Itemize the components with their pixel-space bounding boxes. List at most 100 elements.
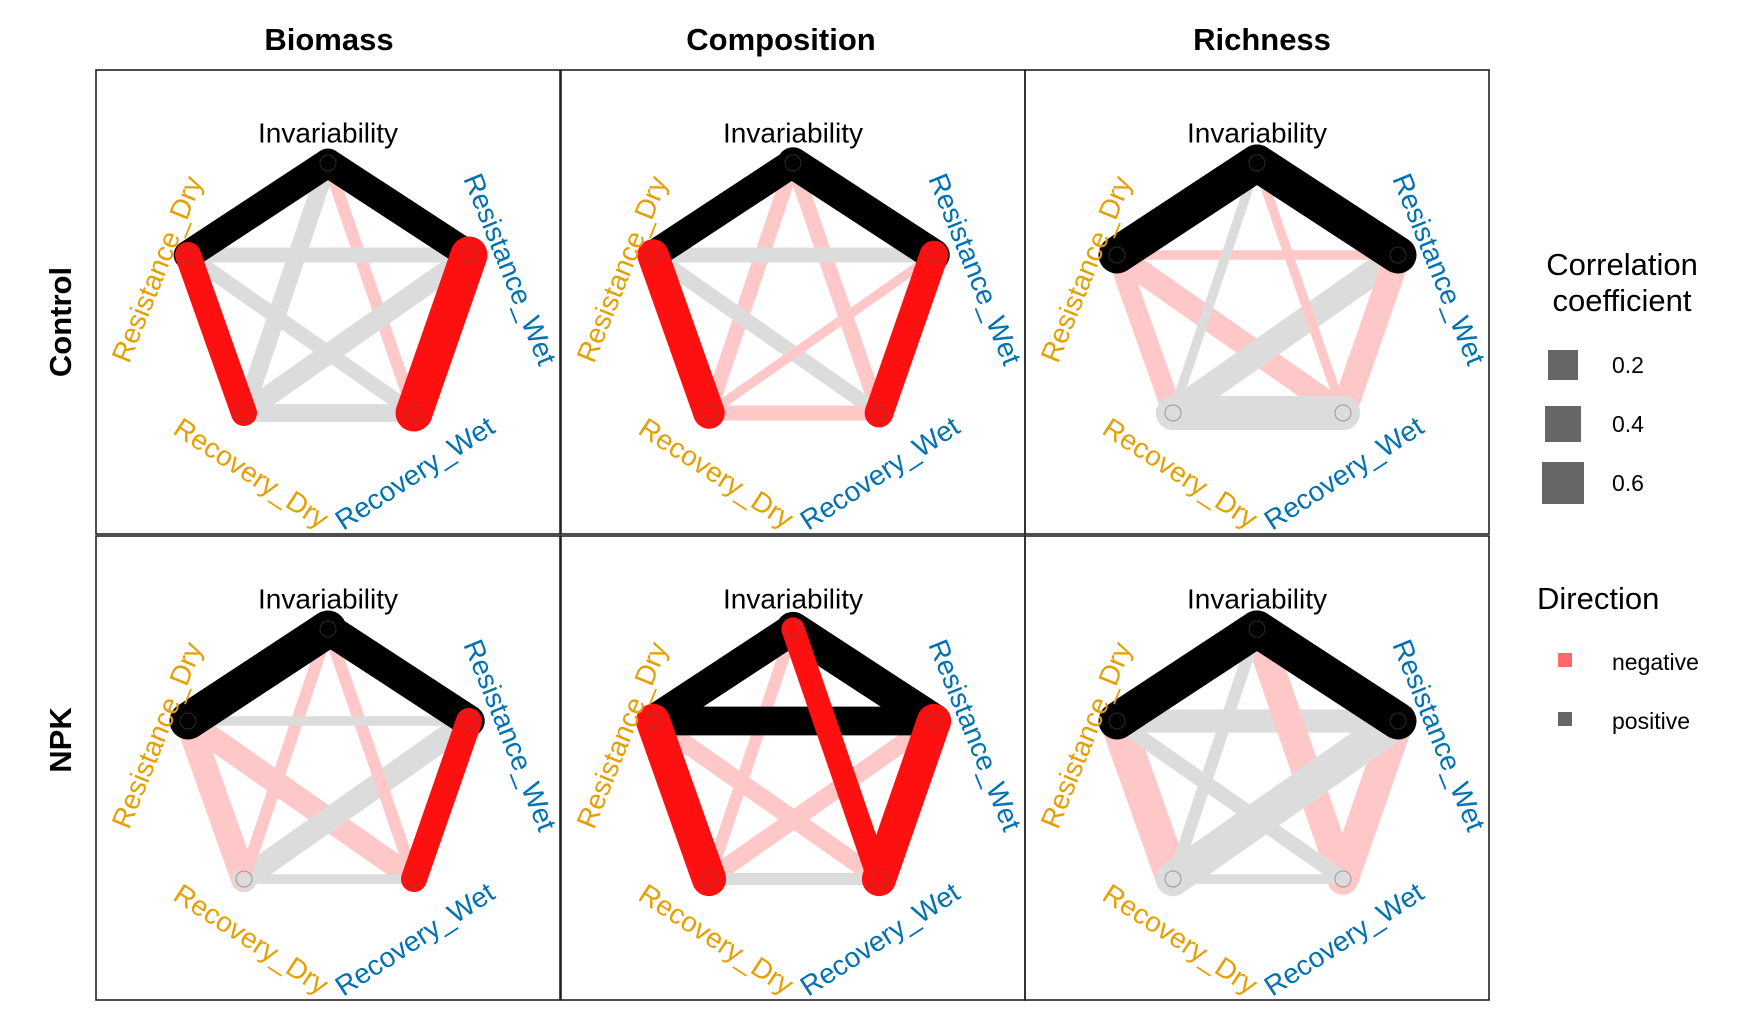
panel-control-composition: InvariabilityResistance_WetRecovery_WetR…: [560, 69, 1027, 536]
edge-invariability-resistance-wet: [313, 148, 484, 270]
node-label-recovery-dry: Recovery_Dry: [633, 878, 799, 1001]
edge-invariability-resistance-wet: [1238, 144, 1417, 274]
node-invariability: [1248, 620, 1266, 638]
node-recovery-wet: [870, 870, 888, 888]
node-recovery-wet: [1334, 870, 1352, 888]
node-resistance-dry: [179, 712, 197, 730]
node-invariability: [784, 154, 802, 172]
row-header-npk: NPK: [43, 707, 78, 773]
edge-invariability-resistance-wet: [777, 147, 950, 271]
node-resistance-dry: [179, 246, 197, 264]
panel-npk-richness-border: [1024, 535, 1490, 1001]
column-header-richness: Richness: [1193, 22, 1331, 57]
edge-resistance-dry-recovery-wet: [176, 709, 426, 891]
panel-grid: InvariabilityResistance_WetRecovery_WetR…: [95, 69, 1491, 1002]
edge-invariability-recovery-wet: [1252, 158, 1348, 418]
node-resistance-wet: [460, 246, 478, 264]
size-legend-key-large: [1542, 462, 1584, 504]
node-label-recovery-dry: Recovery_Dry: [168, 878, 334, 1001]
direction-key-positive: [1558, 712, 1572, 726]
edge-invariability-recovery-dry: [701, 155, 801, 421]
edge-invariability-resistance-wet: [775, 611, 952, 739]
edge-resistance-dry-recovery-wet: [645, 247, 887, 421]
size-legend-key-small: [1548, 350, 1578, 380]
direction-key-negative: [1558, 653, 1572, 667]
node-label-recovery-dry: Recovery_Dry: [633, 412, 799, 535]
node-resistance-dry: [1108, 712, 1126, 730]
panel-control-biomass-border: [95, 69, 561, 535]
size-legend: Correlation coefficient 0.2 0.4 0.6: [1542, 247, 1698, 504]
edge-resistance-dry-recovery-wet: [644, 712, 888, 888]
edge-resistance-dry-recovery-dry: [637, 239, 725, 429]
node-resistance-dry: [1108, 246, 1126, 264]
panel-npk-composition: InvariabilityResistance_WetRecovery_WetR…: [560, 535, 1027, 1002]
edge-resistance-wet-recovery-dry: [233, 244, 480, 424]
node-label-invariability: Invariability: [258, 583, 398, 614]
node-label-recovery-wet: Recovery_Wet: [330, 876, 501, 1002]
node-label-invariability: Invariability: [258, 117, 398, 148]
edge-resistance-dry-recovery-wet: [1109, 713, 1351, 887]
edge-invariability-recovery-wet: [1242, 614, 1358, 894]
node-recovery-dry: [700, 870, 718, 888]
edge-resistance-wet-recovery-dry: [704, 250, 939, 418]
edge-resistance-wet-recovery-dry: [232, 709, 481, 891]
edge-invariability-recovery-wet: [785, 155, 887, 421]
node-label-recovery-dry: Recovery_Dry: [168, 412, 334, 535]
node-resistance-wet: [1389, 246, 1407, 264]
node-label-invariability: Invariability: [723, 117, 863, 148]
edge-resistance-dry-recovery-dry: [1099, 703, 1191, 897]
size-legend-title-line1: Correlation: [1546, 247, 1698, 282]
edge-invariability-resistance-dry: [638, 148, 808, 270]
edge-invariability-recovery-wet: [321, 156, 421, 420]
node-resistance-dry: [644, 246, 662, 264]
node-recovery-wet: [405, 870, 423, 888]
edge-invariability-resistance-dry: [169, 610, 347, 740]
node-recovery-dry: [1164, 404, 1182, 422]
size-legend-label-0.6: 0.6: [1612, 470, 1644, 496]
node-resistance-wet: [1389, 712, 1407, 730]
node-resistance-dry: [644, 712, 662, 730]
panel-npk-biomass: InvariabilityResistance_WetRecovery_WetR…: [95, 535, 562, 1002]
node-recovery-wet: [1334, 404, 1352, 422]
node-label-recovery-wet: Recovery_Wet: [1259, 876, 1430, 1002]
edge-resistance-wet-recovery-wet: [864, 240, 949, 428]
edge-invariability-recovery-wet: [321, 622, 421, 886]
column-header-composition: Composition: [686, 22, 875, 57]
node-label-invariability: Invariability: [1187, 583, 1327, 614]
direction-legend: Direction negative positive: [1537, 581, 1699, 734]
column-header-biomass: Biomass: [264, 22, 393, 57]
edge-invariability-resistance-dry: [1098, 610, 1276, 740]
edge-resistance-wet-recovery-wet: [401, 708, 482, 892]
node-label-invariability: Invariability: [1187, 117, 1327, 148]
edge-invariability-resistance-dry: [637, 613, 809, 737]
panel-control-richness: InvariabilityResistance_WetRecovery_WetR…: [1024, 69, 1491, 536]
edge-resistance-dry-recovery-dry: [635, 703, 727, 897]
node-label-recovery-wet: Recovery_Wet: [795, 410, 966, 536]
node-invariability: [319, 154, 337, 172]
edge-invariability-recovery-dry: [702, 622, 800, 886]
edge-resistance-wet-recovery-wet: [861, 703, 952, 897]
node-invariability: [1248, 154, 1266, 172]
node-resistance-wet: [925, 712, 943, 730]
node-label-recovery-dry: Recovery_Dry: [1097, 878, 1263, 1001]
direction-label-positive: positive: [1612, 708, 1690, 734]
node-recovery-dry: [1164, 870, 1182, 888]
edge-invariability-resistance-wet: [1238, 610, 1417, 740]
edge-resistance-wet-recovery-wet: [1330, 242, 1411, 426]
edge-invariability-recovery-wet: [781, 617, 891, 891]
node-resistance-wet: [460, 712, 478, 730]
panel-control-richness-border: [1024, 69, 1490, 535]
direction-label-negative: negative: [1612, 649, 1699, 675]
edge-resistance-wet-recovery-dry: [1160, 242, 1411, 426]
row-header-control: Control: [43, 267, 78, 377]
node-label-recovery-dry: Recovery_Dry: [1097, 412, 1263, 535]
panel-npk-biomass-border: [95, 535, 561, 1001]
panel-control-biomass: InvariabilityResistance_WetRecovery_WetR…: [95, 69, 562, 536]
node-resistance-wet: [925, 246, 943, 264]
node-label-invariability: Invariability: [723, 583, 863, 614]
edge-resistance-dry-recovery-dry: [175, 708, 257, 892]
edge-invariability-resistance-dry: [173, 148, 343, 270]
size-legend-label-0.2: 0.2: [1612, 352, 1644, 378]
node-recovery-dry: [235, 404, 253, 422]
